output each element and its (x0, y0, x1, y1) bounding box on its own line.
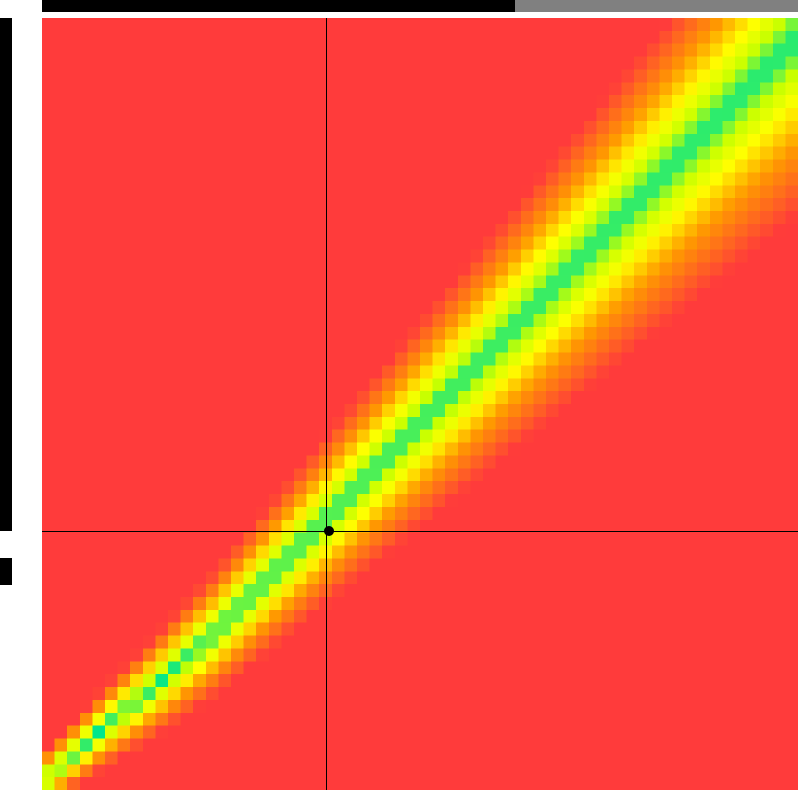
x-axis-line (42, 531, 798, 532)
y-axis-line (326, 18, 327, 790)
top-bar-segment (42, 0, 515, 12)
heatmap-canvas (42, 18, 798, 790)
heatmap-plot (0, 0, 800, 800)
left-bar-segment (0, 18, 12, 531)
left-tick-bars (0, 0, 18, 800)
left-bar-segment (0, 558, 12, 585)
top-bar-segment (515, 0, 799, 12)
top-tick-bars (0, 0, 800, 18)
